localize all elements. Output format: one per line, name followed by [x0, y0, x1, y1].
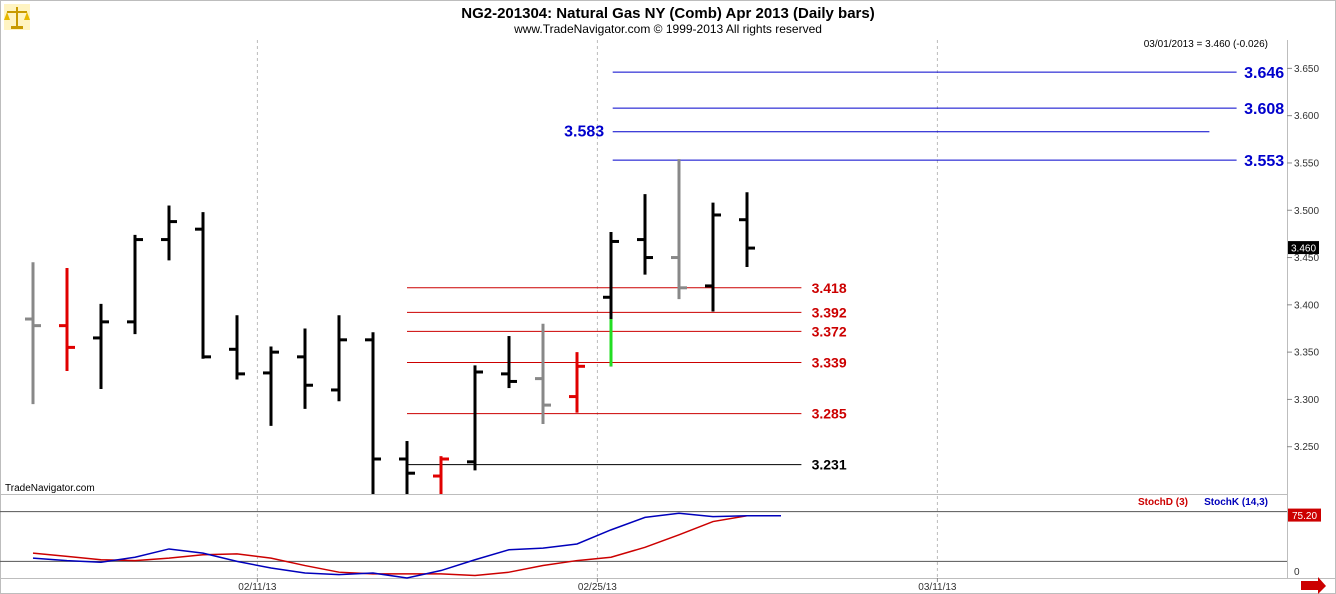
copyright-text: www.TradeNavigator.com © 1999-2013 All r…	[513, 22, 822, 36]
stochd-legend: StochD (3)	[1138, 497, 1188, 508]
stochk-legend: StochK (14,3)	[1204, 497, 1268, 508]
fib-levels-layer: 3.418 3.392 3.372 3.339 3.285 3.231 3.646 3.608…	[407, 65, 1284, 473]
y-tick-label: 3.650	[1294, 64, 1319, 75]
y-tick-label: 3.400	[1294, 300, 1319, 311]
stochd-line	[32, 515, 781, 577]
fib-label-red: 3.392	[812, 304, 847, 320]
fib-label-red: 3.418	[812, 280, 847, 296]
price-bars-layer	[25, 159, 755, 494]
scroll-right-arrow[interactable]	[1301, 577, 1326, 594]
fib-label-blue: 3.583	[564, 124, 604, 141]
stoch-last-badge	[1288, 508, 1321, 522]
watermark-text: TradeNavigator.com	[5, 483, 95, 494]
y-tick-label: 3.550	[1294, 158, 1319, 169]
fib-label-red: 3.372	[812, 323, 847, 339]
fib-label-red: 3.285	[812, 406, 847, 422]
fib-label-blue: 3.553	[1244, 153, 1284, 170]
last-price-badge	[1288, 241, 1319, 255]
chart-title: NG2-201304: Natural Gas NY (Comb) Apr 20…	[461, 5, 874, 22]
axis-layer: 02/11/13 02/25/13 03/11/13 3.250 3.300 3.350 3…	[238, 64, 1321, 593]
x-tick-label: 02/11/13	[238, 582, 277, 593]
stochastic-layer	[0, 511, 1287, 579]
fib-label-black: 3.231	[812, 457, 847, 473]
fib-label-blue: 3.608	[1244, 101, 1284, 118]
y-tick-label: 3.250	[1294, 442, 1319, 453]
last-price-info: 03/01/2013 = 3.460 (-0.026)	[1144, 39, 1268, 50]
y-tick-label: 3.300	[1294, 395, 1319, 406]
y-tick-label: 3.450	[1294, 253, 1319, 264]
y-tick-label: 3.600	[1294, 111, 1319, 122]
scales-icon	[4, 4, 30, 30]
x-tick-label: 03/11/13	[918, 582, 957, 593]
fib-label-red: 3.339	[812, 355, 847, 371]
fib-label-blue: 3.646	[1244, 65, 1284, 82]
stochk-line	[32, 512, 781, 579]
stoch-y-tick-label: 0	[1294, 567, 1300, 578]
stoch-last-label: 75.20	[1292, 511, 1317, 522]
y-tick-label: 3.350	[1294, 348, 1319, 359]
last-price-label: 3.460	[1291, 244, 1316, 255]
y-tick-label: 3.500	[1294, 206, 1319, 217]
x-tick-label: 02/25/13	[578, 582, 617, 593]
